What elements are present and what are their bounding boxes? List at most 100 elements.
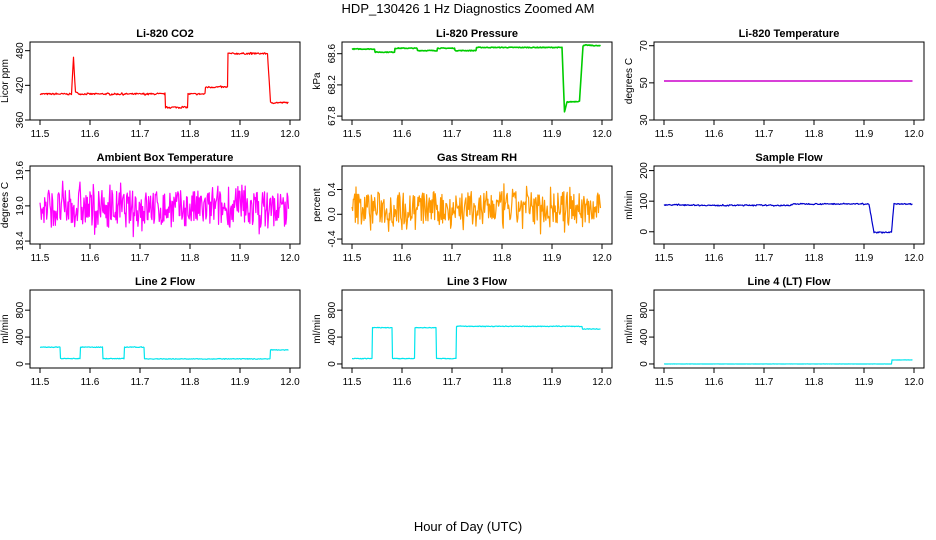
- x-tick-label: 11.9: [231, 129, 250, 140]
- y-tick-label: 18.4: [15, 231, 26, 251]
- plot-frame: [29, 289, 301, 369]
- x-tick-label: 11.7: [755, 129, 774, 140]
- y-axis-label: ml/min: [312, 314, 323, 343]
- series-line-1: [351, 325, 601, 360]
- x-tick-label: 11.6: [705, 253, 724, 264]
- x-tick-label: 11.7: [131, 253, 150, 264]
- series-line-1: [351, 43, 601, 113]
- x-tick-label: 11.8: [493, 129, 512, 140]
- y-tick-label: 480: [15, 42, 26, 59]
- y-axis-label: ml/min: [624, 314, 635, 343]
- panel-7: Line 2 Flow 11.5 11.6 11.7 11.8 11.9 12.0 0 400 8…: [0, 276, 301, 388]
- panel-title: Ambient Box Temperature: [97, 152, 234, 164]
- series-line-1: [663, 359, 913, 365]
- x-tick-label: 11.6: [393, 253, 412, 264]
- x-tick-label: 11.9: [543, 377, 562, 388]
- x-tick-label: 11.5: [343, 377, 362, 388]
- x-tick-label: 12.0: [280, 377, 300, 388]
- x-tick-label: 11.9: [855, 129, 874, 140]
- series-line-1: [351, 183, 602, 235]
- panel-3: Li-820 Temperature 11.5 11.6 11.7 11.8 11.9 12…: [624, 28, 925, 140]
- panel-4: Ambient Box Temperature 11.5 11.6 11.7 11.8 1…: [0, 152, 301, 264]
- y-axis-label: degrees C: [624, 58, 635, 104]
- x-tick-label: 11.8: [805, 129, 824, 140]
- panel-title: Line 4 (LT) Flow: [748, 276, 831, 288]
- x-tick-label: 11.6: [81, 129, 100, 140]
- x-tick-label: 11.7: [755, 253, 774, 264]
- y-tick-label: 0: [639, 361, 650, 367]
- y-tick-label: 67.8: [327, 106, 338, 126]
- panel-title: Line 3 Flow: [447, 276, 507, 288]
- x-tick-label: 12.0: [904, 253, 924, 264]
- y-axis-label: ml/min: [624, 190, 635, 219]
- plot-frame: [653, 165, 925, 245]
- x-tick-label: 11.7: [443, 129, 462, 140]
- y-tick-label: 400: [15, 328, 26, 345]
- x-tick-label: 11.9: [543, 129, 562, 140]
- y-tick-label: 0.0: [327, 207, 338, 221]
- x-tick-label: 12.0: [280, 253, 300, 264]
- y-tick-label: 70: [639, 40, 650, 52]
- series-line-1: [663, 202, 913, 234]
- x-tick-label: 11.5: [655, 377, 674, 388]
- x-tick-label: 11.6: [81, 377, 100, 388]
- panel-title: Li-820 Pressure: [436, 28, 518, 40]
- y-tick-label: 68.2: [327, 75, 338, 95]
- x-tick-label: 11.5: [655, 129, 674, 140]
- plot-frame: [29, 41, 301, 121]
- figure-title: HDP_130426 1 Hz Diagnostics Zoomed AM: [342, 1, 595, 16]
- y-tick-label: 0: [639, 229, 650, 235]
- y-tick-label: 200: [639, 162, 650, 179]
- panel-title: Gas Stream RH: [437, 152, 517, 164]
- figure-xlabel: Hour of Day (UTC): [414, 519, 522, 534]
- plot-frame: [341, 165, 613, 245]
- y-tick-label: -0.4: [327, 230, 338, 248]
- panel-2: Li-820 Pressure 11.5 11.6 11.7 11.8 11.9 12.0 6…: [312, 28, 613, 140]
- y-axis-label: percent: [312, 188, 323, 222]
- plot-frame: [341, 41, 613, 121]
- y-tick-label: 19.0: [15, 196, 26, 216]
- panel-9: Line 4 (LT) Flow 11.5 11.6 11.7 11.8 11.9 12.0…: [624, 276, 925, 388]
- panel-5: Gas Stream RH 11.5 11.6 11.7 11.8 11.9 12.0 -0.…: [312, 152, 613, 264]
- y-tick-label: 420: [15, 77, 26, 94]
- x-tick-label: 11.8: [181, 377, 200, 388]
- x-tick-label: 11.6: [393, 129, 412, 140]
- y-tick-label: 800: [639, 301, 650, 318]
- x-tick-label: 11.8: [493, 253, 512, 264]
- x-tick-label: 11.8: [181, 253, 200, 264]
- series-line-1: [39, 51, 289, 109]
- x-tick-label: 11.5: [31, 253, 50, 264]
- x-tick-label: 11.9: [543, 253, 562, 264]
- x-tick-label: 12.0: [904, 377, 924, 388]
- series-line-1: [39, 180, 290, 238]
- y-tick-label: 800: [15, 301, 26, 318]
- plot-frame: [653, 289, 925, 369]
- y-axis-label: kPa: [312, 72, 323, 90]
- x-tick-label: 11.5: [343, 129, 362, 140]
- x-tick-label: 11.5: [31, 129, 50, 140]
- x-tick-label: 11.5: [31, 377, 50, 388]
- y-tick-label: 0: [15, 361, 26, 367]
- plot-frame: [653, 41, 925, 121]
- y-tick-label: 50: [639, 77, 650, 89]
- y-tick-label: 19.6: [15, 161, 26, 181]
- y-axis-label: ml/min: [0, 314, 11, 343]
- x-tick-label: 11.9: [855, 253, 874, 264]
- y-axis-label: degrees C: [0, 182, 11, 228]
- x-tick-label: 11.9: [855, 377, 874, 388]
- x-tick-label: 11.5: [343, 253, 362, 264]
- x-tick-label: 12.0: [592, 377, 612, 388]
- x-tick-label: 11.6: [705, 129, 724, 140]
- plot-frame: [29, 165, 301, 245]
- panel-title: Li-820 Temperature: [739, 28, 840, 40]
- x-tick-label: 11.7: [443, 253, 462, 264]
- x-tick-label: 11.7: [755, 377, 774, 388]
- y-tick-label: 400: [327, 328, 338, 345]
- y-tick-label: 0: [327, 361, 338, 367]
- panel-title: Line 2 Flow: [135, 276, 195, 288]
- panel-title: Li-820 CO2: [136, 28, 193, 40]
- x-tick-label: 11.7: [131, 377, 150, 388]
- series-line-1: [39, 346, 289, 360]
- panel-6: Sample Flow 11.5 11.6 11.7 11.8 11.9 12.0 0 100 2…: [624, 152, 925, 264]
